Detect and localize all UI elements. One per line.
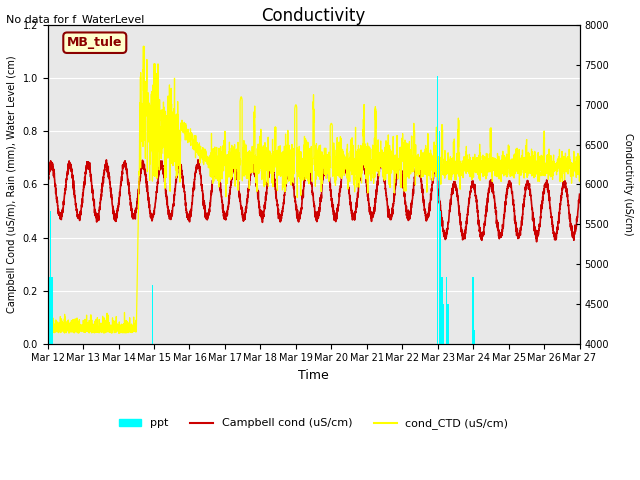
- Bar: [446, 277, 447, 344]
- Bar: [474, 330, 476, 344]
- X-axis label: Time: Time: [298, 369, 329, 382]
- Bar: [51, 277, 52, 344]
- Text: No data for f_WaterLevel: No data for f_WaterLevel: [6, 14, 145, 25]
- Bar: [438, 132, 440, 344]
- Y-axis label: Campbell Cond (uS/m), Rain (mm), Water Level (cm): Campbell Cond (uS/m), Rain (mm), Water L…: [7, 56, 17, 313]
- Title: Conductivity: Conductivity: [262, 7, 365, 25]
- Bar: [50, 211, 51, 344]
- Text: MB_tule: MB_tule: [67, 36, 122, 49]
- Bar: [443, 304, 444, 344]
- Bar: [152, 285, 153, 344]
- Bar: [472, 277, 474, 344]
- Bar: [440, 211, 442, 344]
- Bar: [447, 304, 449, 344]
- Bar: [437, 75, 438, 344]
- Legend: ppt, Campbell cond (uS/cm), cond_CTD (uS/cm): ppt, Campbell cond (uS/cm), cond_CTD (uS…: [115, 414, 513, 434]
- Bar: [49, 277, 50, 344]
- Bar: [442, 277, 443, 344]
- Y-axis label: Conductivity (uS/cm): Conductivity (uS/cm): [623, 133, 633, 236]
